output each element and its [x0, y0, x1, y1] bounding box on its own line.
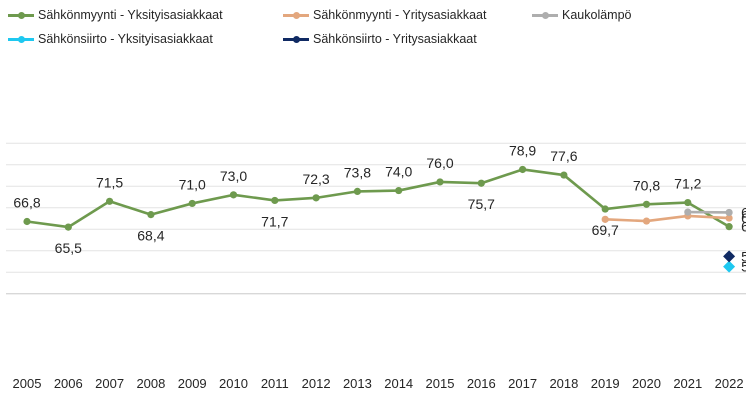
data-point-marker — [64, 223, 72, 231]
data-label: 71,7 — [261, 213, 288, 229]
data-label: 69,7 — [592, 222, 619, 238]
data-point-marker — [642, 200, 651, 208]
x-tick-label: 2015 — [426, 376, 455, 391]
data-point-marker — [684, 198, 692, 207]
data-point-marker — [601, 205, 609, 213]
series-line — [26, 168, 730, 229]
data-label: 73,0 — [220, 168, 247, 184]
data-label: 73,8 — [344, 164, 371, 180]
data-label: 56 — [741, 259, 746, 275]
legend-item-sahkonmyynti-yritys: Sähkönmyynti - Yritysasiakkaat — [283, 8, 486, 22]
data-point-marker — [723, 260, 736, 273]
data-point-marker — [725, 223, 733, 231]
x-tick-label: 2011 — [261, 376, 289, 391]
chart-legend: Sähkönmyynti - Yksityisasiakkaat Sähkönm… — [0, 0, 746, 60]
data-point-marker — [684, 208, 692, 216]
legend-swatch-icon — [283, 9, 309, 21]
data-point-marker — [725, 214, 733, 222]
data-label: 68,4 — [137, 228, 164, 244]
legend-swatch-icon — [8, 33, 34, 45]
data-label: 75,7 — [468, 196, 495, 212]
data-label: 68 — [741, 210, 746, 226]
data-label: 78,9 — [509, 142, 536, 158]
series-line — [605, 214, 730, 223]
x-tick-label: 2020 — [632, 376, 661, 391]
x-tick-label: 2013 — [343, 376, 372, 391]
data-point-marker — [395, 186, 403, 195]
data-point-marker — [560, 171, 568, 179]
legend-item-kaukolampo: Kaukolämpö — [532, 8, 632, 22]
data-point-marker — [725, 208, 733, 217]
x-tick-label: 2018 — [549, 376, 578, 391]
legend-label: Sähkönmyynti - Yritysasiakkaat — [313, 8, 487, 22]
x-tick-label: 2021 — [673, 376, 702, 391]
x-tick-label: 2008 — [136, 376, 165, 391]
x-tick-label: 2012 — [302, 376, 331, 391]
data-label: 58 — [741, 248, 746, 264]
legend-label: Sähkönmyynti - Yksityisasiakkaat — [38, 8, 223, 22]
data-point-marker — [642, 217, 651, 225]
legend-item-sahkonsiirto-yksityis: Sähkönsiirto - Yksityisasiakkaat — [8, 32, 213, 46]
legend-swatch-icon — [8, 9, 34, 21]
data-point-marker — [312, 194, 320, 202]
legend-label: Sähkönsiirto - Yritysasiakkaat — [313, 32, 477, 46]
data-label: 70,8 — [633, 177, 660, 193]
data-point-marker — [271, 196, 279, 205]
data-label: 74,0 — [385, 164, 412, 180]
x-tick-label: 2019 — [591, 376, 620, 391]
data-label: 65 — [741, 219, 746, 235]
data-label: 65,5 — [55, 240, 82, 256]
x-tick-label: 2014 — [384, 376, 413, 391]
x-tick-label: 2016 — [467, 376, 496, 391]
data-point-marker — [106, 197, 114, 205]
data-point-marker — [229, 191, 238, 199]
data-point-marker — [601, 215, 609, 223]
data-label: 72,3 — [302, 171, 329, 187]
legend-label: Sähkönsiirto - Yksityisasiakkaat — [38, 32, 213, 46]
x-tick-label: 2009 — [178, 376, 207, 391]
data-point-marker — [353, 187, 361, 195]
legend-item-sahkonmyynti-yksityis: Sähkönmyynti - Yksityisasiakkaat — [8, 8, 223, 22]
data-label: 71,5 — [96, 174, 123, 190]
x-tick-label: 2007 — [95, 376, 124, 391]
legend-swatch-icon — [283, 33, 309, 45]
data-point-marker — [436, 178, 444, 186]
x-tick-label: 2010 — [219, 376, 248, 391]
data-point-marker — [147, 211, 155, 219]
data-label: 71,0 — [179, 176, 206, 192]
legend-label: Kaukolämpö — [562, 8, 632, 22]
x-tick-label: 2006 — [54, 376, 83, 391]
x-tick-label: 2017 — [508, 376, 537, 391]
data-label: 71,2 — [674, 176, 701, 192]
data-label: 69 — [741, 204, 746, 220]
legend-swatch-icon — [532, 9, 558, 21]
data-point-marker — [477, 179, 485, 187]
data-label: 76,0 — [426, 155, 453, 171]
x-tick-label: 2022 — [715, 376, 744, 391]
data-point-marker — [23, 217, 31, 226]
legend-item-sahkonsiirto-yritys: Sähkönsiirto - Yritysasiakkaat — [283, 32, 477, 46]
data-point-marker — [723, 250, 736, 263]
data-label: 66,8 — [13, 195, 40, 211]
x-tick-label: 2005 — [13, 376, 42, 391]
data-point-marker — [188, 199, 196, 208]
data-point-marker — [519, 165, 527, 174]
data-label: 77,6 — [550, 148, 577, 164]
